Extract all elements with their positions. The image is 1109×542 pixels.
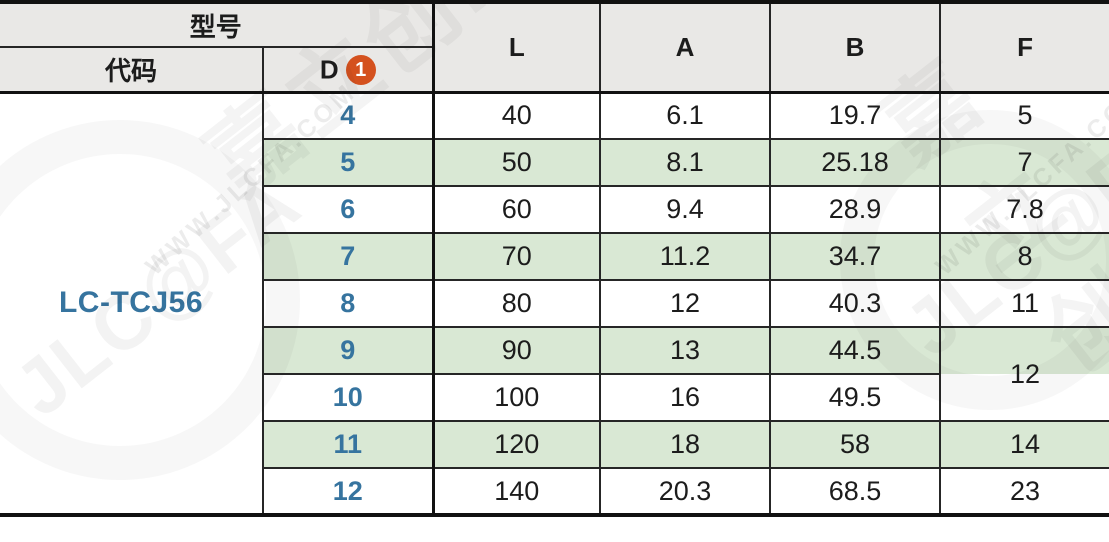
cell-l: 90 (431, 326, 601, 374)
cell-d: 10 (261, 373, 434, 421)
model-code-cell: LC-TCJ56 (0, 90, 263, 515)
table-row: 5 50 8.1 25.18 7 (0, 138, 1109, 186)
cell-f: 5 (939, 90, 1109, 139)
cell-a: 13 (599, 326, 771, 374)
cell-f: 14 (939, 420, 1109, 468)
cell-f: 23 (939, 467, 1109, 515)
cell-l: 70 (431, 232, 601, 280)
table-row: 6 60 9.4 28.9 7.8 (0, 185, 1109, 233)
cell-l: 50 (431, 138, 601, 186)
cell-d: 7 (261, 232, 434, 280)
cell-a: 6.1 (599, 90, 771, 139)
d-label: D (319, 54, 339, 85)
table-row: 7 70 11.2 34.7 8 (0, 232, 1109, 280)
cell-d: 11 (261, 420, 434, 468)
table-row: 9 90 13 44.5 12 (0, 326, 1109, 421)
header-code-label: 代码 (0, 47, 263, 94)
cell-d: 5 (261, 138, 434, 186)
cell-l: 120 (431, 420, 601, 468)
cell-a: 16 (599, 373, 771, 421)
cell-b: 19.7 (769, 90, 941, 139)
cell-b: 25.18 (769, 138, 941, 186)
cell-d: 8 (261, 279, 434, 327)
cell-f: 7.8 (939, 185, 1109, 233)
cell-b: 44.5 (769, 326, 941, 374)
header-col-b: B (769, 2, 941, 94)
cell-l: 140 (431, 467, 601, 515)
cell-b: 49.5 (769, 373, 941, 421)
cell-b: 68.5 (769, 467, 941, 515)
header-col-f: F (939, 2, 1109, 94)
cell-a: 11.2 (599, 232, 771, 280)
header-model-group: 型号 (0, 2, 434, 48)
cell-l: 40 (431, 90, 601, 139)
cell-a: 18 (599, 420, 771, 468)
cell-d: 9 (261, 326, 434, 374)
cell-b: 40.3 (769, 279, 941, 327)
cell-f-merged: 12 (939, 326, 1109, 421)
circled-1-badge: 1 (345, 55, 376, 86)
table-row: 12 140 20.3 68.5 23 (0, 467, 1109, 515)
cell-l: 100 (431, 373, 601, 421)
cell-a: 12 (599, 279, 771, 327)
cell-l: 60 (431, 185, 601, 233)
table-row: 8 80 12 40.3 11 (0, 279, 1109, 327)
cell-d: 4 (261, 90, 434, 139)
table-body: LC-TCJ56 4 40 6.1 19.7 5 5 50 8.1 25.18 … (0, 90, 1109, 515)
header-col-a: A (599, 2, 771, 94)
cell-f: 7 (939, 138, 1109, 186)
table-row: LC-TCJ56 4 40 6.1 19.7 5 (0, 90, 1109, 515)
cell-f: 8 (939, 232, 1109, 280)
cell-a: 20.3 (599, 467, 771, 515)
cell-b: 58 (769, 420, 941, 468)
cell-a: 8.1 (599, 138, 771, 186)
cell-b: 28.9 (769, 185, 941, 233)
cell-d: 12 (261, 467, 434, 515)
cell-f: 11 (939, 279, 1109, 327)
cell-b: 34.7 (769, 232, 941, 280)
header-row-model: 型号 L A B F (0, 2, 1109, 94)
cell-d: 6 (261, 185, 434, 233)
cell-l: 80 (431, 279, 601, 327)
header-col-l: L (431, 2, 601, 94)
table-row: 11 120 18 58 14 (0, 420, 1109, 468)
table-row: 10 100 16 49.5 (0, 373, 1109, 421)
cell-a: 9.4 (599, 185, 771, 233)
